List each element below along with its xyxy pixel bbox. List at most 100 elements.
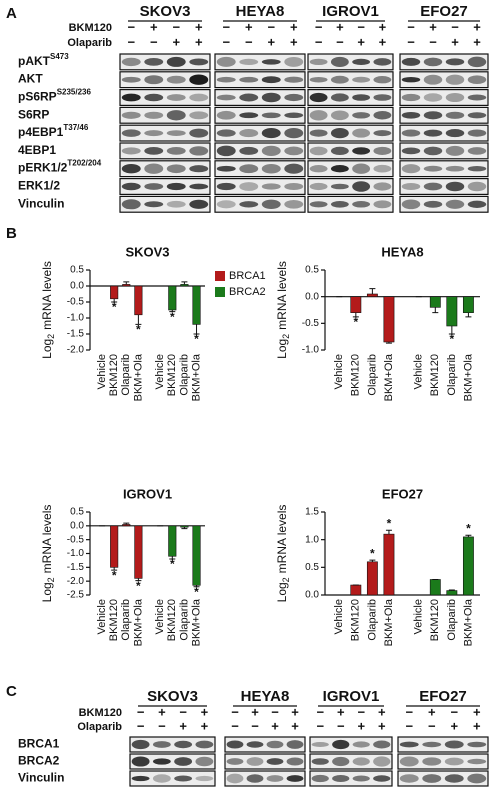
bar (446, 590, 458, 596)
blot-band (330, 56, 349, 67)
blot-band (166, 200, 186, 208)
blot-frame (129, 770, 216, 787)
blot-band (261, 59, 281, 65)
y-axis-label: Log2 mRNA levels (275, 505, 291, 603)
blot-band (189, 93, 209, 102)
blot-band (144, 93, 164, 102)
blot-band (216, 76, 236, 83)
error-bar (111, 298, 118, 303)
blot-band (401, 164, 421, 174)
treatment-sign: + (337, 704, 345, 719)
bar (446, 296, 458, 327)
chart-title: HEYA8 (381, 244, 423, 259)
blot-band (261, 183, 281, 190)
treatment-label: Olaparib (67, 37, 112, 49)
treatment-sign: + (336, 19, 344, 34)
treatment-sign: − (158, 718, 166, 733)
x-tick-label: Olaparib (366, 599, 378, 641)
treatment-sign: + (201, 718, 209, 733)
legend-swatch (215, 287, 225, 297)
blot-frame (119, 160, 211, 178)
significance-star: * (466, 521, 471, 535)
treatment-sign: + (473, 718, 481, 733)
blot-band (226, 773, 244, 784)
x-tick-label: BKM+Ola (462, 598, 474, 646)
blot-frame (224, 770, 306, 787)
x-tick-label: BKM+Ola (190, 353, 202, 401)
bar (383, 533, 395, 596)
error-bar (193, 324, 200, 335)
x-tick-label: BKM+Ola (383, 598, 395, 646)
legend-label: BRCA1 (229, 270, 266, 282)
x-tick-label: Vehicle (96, 599, 108, 634)
blot-band (189, 128, 209, 138)
y-label-sub: 2 (281, 577, 291, 582)
y-label-part: mRNA levels (40, 505, 54, 574)
blot-band (121, 76, 141, 83)
treatment-sign: + (357, 34, 365, 49)
blot-band (445, 111, 465, 119)
row-label-main: p4EBP1 (18, 125, 64, 139)
error-bar (169, 310, 176, 313)
blot-band (195, 775, 214, 782)
treatment-sign: + (267, 34, 275, 49)
bar (122, 284, 131, 287)
y-tick-label: 0.0 (305, 291, 319, 302)
blot-band (121, 57, 141, 67)
blot-band (226, 740, 244, 749)
blot-band (131, 739, 150, 750)
treatment-sign: − (405, 718, 413, 733)
blot-band (373, 111, 392, 120)
blot-band (239, 76, 259, 83)
blot-band (467, 147, 487, 155)
treatment-sign: + (291, 704, 299, 719)
x-tick-label: BKM+Ola (190, 598, 202, 646)
error-bar (465, 312, 472, 318)
blot-frame (224, 753, 306, 770)
y-label-sub: 2 (46, 334, 56, 339)
blot-band (309, 58, 328, 66)
blot-band (352, 757, 370, 766)
y-label-part: mRNA levels (275, 261, 289, 330)
treatment-sign: − (316, 704, 324, 719)
blot-band (332, 775, 350, 782)
y-tick-label: 0.0 (305, 590, 319, 601)
x-tick-label: Olaparib (178, 599, 190, 641)
blot-band (284, 112, 304, 119)
blot-band (239, 164, 259, 174)
significance-star: * (353, 315, 358, 329)
row-label-main: AKT (18, 72, 43, 86)
blot-band (239, 112, 259, 119)
error-bar (369, 559, 376, 562)
blot-frame (119, 142, 211, 160)
blot-band (284, 76, 304, 83)
x-tick-label: BKM120 (429, 354, 441, 396)
blot-band (445, 165, 465, 172)
blot-frame (397, 736, 489, 753)
blot-band (239, 201, 259, 208)
blot-band (445, 145, 465, 156)
blot-band (373, 146, 392, 155)
treatment-sign: − (137, 704, 145, 719)
row-label: pAKTS473 (18, 52, 69, 68)
blot-band (261, 199, 281, 209)
blot-band (352, 112, 371, 119)
blot-band (423, 129, 443, 137)
y-tick-label: 0.0 (70, 520, 84, 531)
treatment-sign: + (429, 19, 437, 34)
treatment-sign: + (172, 34, 180, 49)
cell-line-header: SKOV3 (147, 688, 198, 705)
blot-band (189, 146, 209, 156)
cell-line-header: SKOV3 (140, 3, 191, 20)
blot-band (467, 773, 487, 784)
treatment-sign: − (222, 19, 230, 34)
blot-band (309, 110, 328, 121)
blot-frame (399, 71, 489, 89)
blot-band (399, 741, 419, 748)
row-label: p4EBP1T37/46 (18, 123, 89, 139)
y-tick-label: -2.0 (67, 345, 85, 356)
blot-band (352, 58, 371, 66)
blot-band (152, 774, 171, 783)
row-label: pS6RPS235/236 (18, 88, 91, 104)
